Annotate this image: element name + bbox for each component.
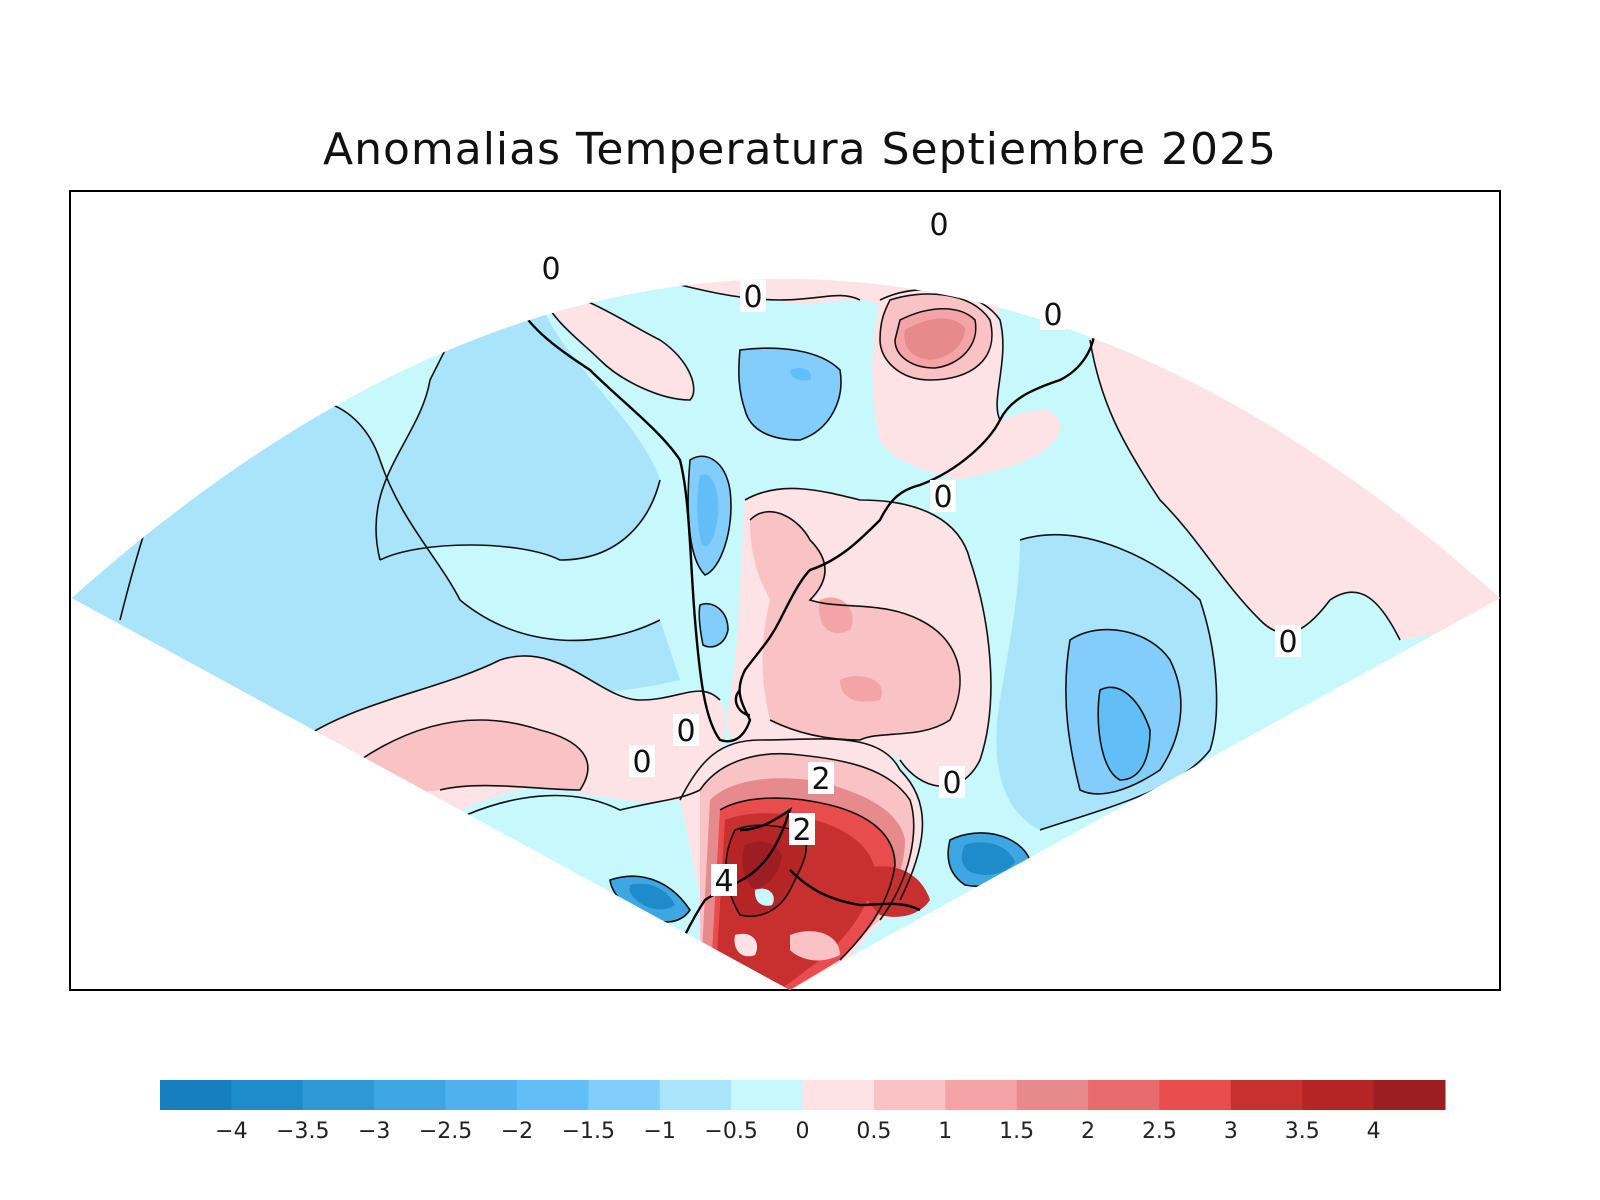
central-cold-patch <box>738 348 841 440</box>
colorbar-swatch <box>802 1080 875 1110</box>
colorbar-tick-label: −4 <box>215 1119 247 1144</box>
colorbar-tick-label: 3.5 <box>1285 1119 1320 1144</box>
contour-label-0-i: 0 <box>939 766 965 801</box>
svg-text:0: 0 <box>743 280 762 315</box>
colorbar-tick-label: 1.5 <box>999 1119 1034 1144</box>
coastlines <box>494 279 1097 936</box>
svg-text:0: 0 <box>632 745 651 780</box>
colorbar-swatch <box>1088 1080 1160 1110</box>
colorbar-swatch <box>659 1080 732 1110</box>
colorbar-swatch <box>1016 1080 1089 1110</box>
svg-text:2: 2 <box>792 813 811 848</box>
colorbar-swatch <box>231 1080 304 1110</box>
contour-label-0-b: 0 <box>740 280 766 315</box>
contour-label-0-d: 0 <box>1040 298 1066 333</box>
map-title: Anomalias Temperatura Septiembre 2025 <box>322 124 1278 175</box>
colorbar-tick-label: −2.5 <box>419 1119 472 1144</box>
colorbar-swatch <box>1159 1080 1232 1110</box>
svg-text:0: 0 <box>942 766 961 801</box>
colorbar-swatch <box>160 1080 232 1110</box>
contour-label-4: 4 <box>711 864 737 899</box>
contour-label-0-e: 0 <box>930 480 956 515</box>
colorbar-tick-label: −1.5 <box>562 1119 615 1144</box>
colorbar-swatch <box>1302 1080 1375 1110</box>
contour-label-0-h: 0 <box>629 745 655 780</box>
colorbar-tick-label: 3 <box>1224 1119 1238 1144</box>
colorbar-tick-label: −2 <box>501 1119 533 1144</box>
colorbar-tick-label: 0.5 <box>856 1119 891 1144</box>
colorbar-tick-label: 4 <box>1367 1119 1381 1144</box>
svg-text:0: 0 <box>676 714 695 749</box>
colorbar-tick-label: 2 <box>1081 1119 1095 1144</box>
colorbar-tick-label: −0.5 <box>704 1119 757 1144</box>
colorbar-swatch <box>873 1080 946 1110</box>
colorbar-swatch <box>516 1080 589 1110</box>
svg-text:2: 2 <box>811 762 830 797</box>
colorbar-tick-label: 1 <box>938 1119 952 1144</box>
colorbar-swatch <box>588 1080 661 1110</box>
colorbar-tick-label: −3 <box>358 1119 390 1144</box>
colorbar-tick-label: 2.5 <box>1142 1119 1177 1144</box>
colorbar-swatch <box>731 1080 803 1110</box>
contour-label-0-c: 0 <box>926 208 952 243</box>
colorbar-swatch <box>1373 1080 1446 1110</box>
svg-text:0: 0 <box>929 208 948 243</box>
colorbar-tick-label: −1 <box>644 1119 676 1144</box>
contour-label-0-g: 0 <box>673 714 699 749</box>
colorbar-swatch <box>445 1080 518 1110</box>
colorbar-swatch <box>302 1080 375 1110</box>
svg-text:0: 0 <box>1278 625 1297 660</box>
contour-label-0-a: 0 <box>538 252 564 287</box>
svg-text:4: 4 <box>714 864 733 899</box>
colorbar-swatch <box>1230 1080 1303 1110</box>
colorbar: −4 −3.5 −3 −2.5 −2 −1.5 −1 −0.5 0 0.5 1 1.5 2 2.5 3 3.5… <box>160 1080 1446 1144</box>
contour-label-0-f: 0 <box>1275 625 1301 660</box>
colorbar-tick-label: −3.5 <box>276 1119 329 1144</box>
colorbar-swatch <box>374 1080 447 1110</box>
svg-text:0: 0 <box>933 480 952 515</box>
colorbar-swatch <box>945 1080 1018 1110</box>
contour-label-2-b: 2 <box>789 813 815 848</box>
svg-text:0: 0 <box>1043 298 1062 333</box>
svg-text:0: 0 <box>541 252 560 287</box>
colorbar-tick-label: 0 <box>796 1119 810 1144</box>
contour-label-2-a: 2 <box>808 762 834 797</box>
